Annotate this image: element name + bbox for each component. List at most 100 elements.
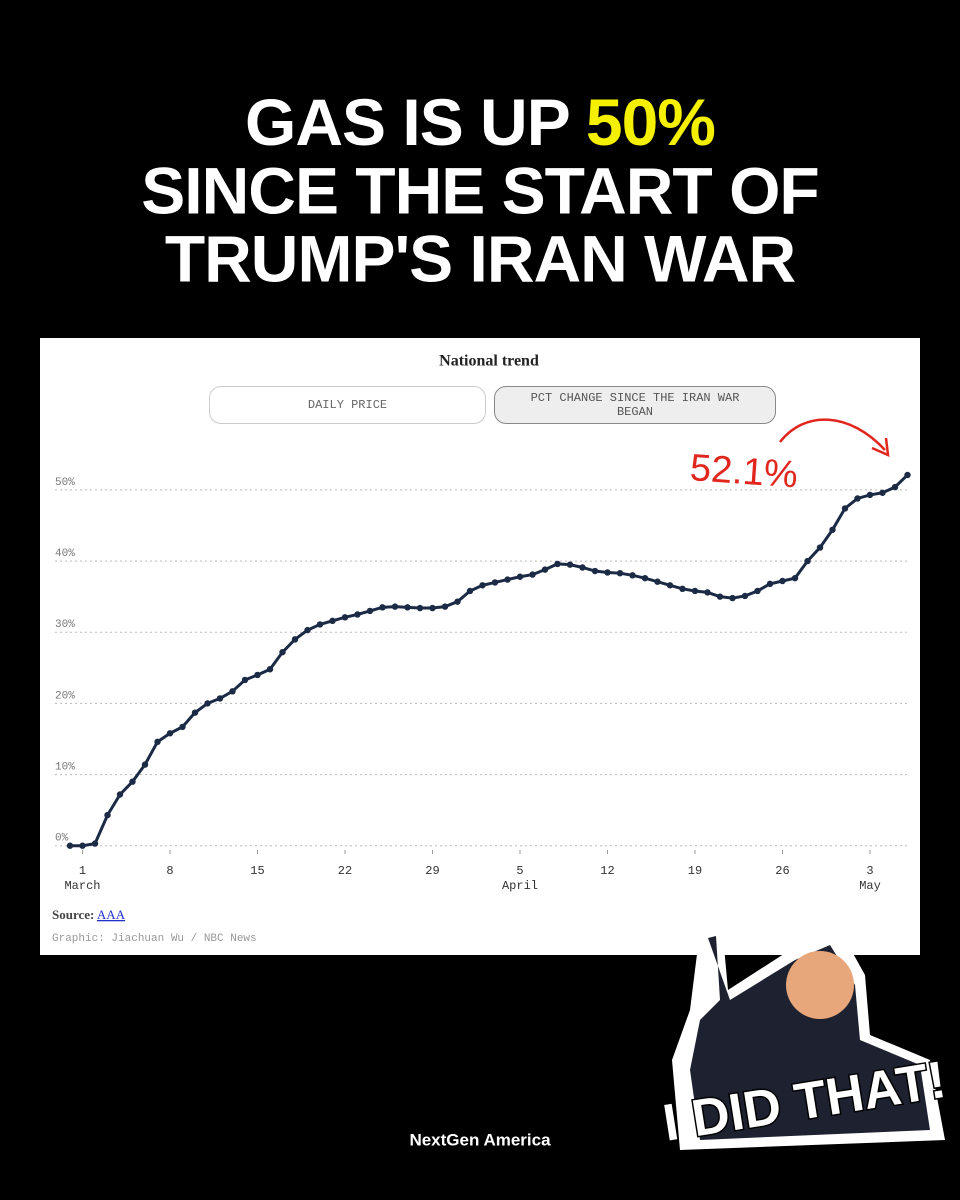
source-link[interactable]: AAA xyxy=(97,907,126,922)
headline: SINCE THE START OF xyxy=(141,153,818,227)
x-tick-label: 12 xyxy=(600,864,614,878)
point xyxy=(229,688,236,695)
x-tick-label: 15 xyxy=(250,864,264,878)
point xyxy=(904,471,911,479)
arrowhead xyxy=(871,437,890,458)
point xyxy=(366,607,374,615)
point xyxy=(679,585,686,593)
point xyxy=(329,617,336,625)
point xyxy=(479,582,486,589)
point xyxy=(79,842,86,849)
point xyxy=(341,614,349,621)
source: Source: AAA xyxy=(52,907,126,922)
point xyxy=(841,505,849,512)
credit: Graphic: Jiachuan Wu / NBC News xyxy=(52,933,257,945)
point xyxy=(454,598,461,605)
tab-button[interactable]: PCT CHANGE SINCE THE IRAN WAR BEGAN xyxy=(494,386,776,424)
point xyxy=(491,579,499,586)
point xyxy=(541,566,549,573)
point xyxy=(766,580,774,588)
y-tick-label: 50% xyxy=(55,477,75,489)
point xyxy=(816,544,824,551)
headline-part: GAS IS UP xyxy=(245,85,586,159)
sticker-face xyxy=(786,951,854,1019)
point xyxy=(254,671,261,679)
x-month-label: April xyxy=(502,879,538,893)
point xyxy=(204,700,211,707)
point xyxy=(879,489,886,496)
footer-brand: NextGen America xyxy=(409,1130,551,1149)
point xyxy=(741,592,749,600)
point xyxy=(516,573,524,580)
sticker: I DID THAT! xyxy=(658,925,951,1154)
y-tick-label: 40% xyxy=(55,548,75,560)
point xyxy=(116,791,124,798)
x-tick-label: 22 xyxy=(338,864,352,878)
point xyxy=(166,730,174,737)
sticker-figure xyxy=(690,936,930,1140)
headline-highlight: 50% xyxy=(586,85,715,159)
point xyxy=(416,604,424,612)
headline: TRUMP'S IRAN WAR xyxy=(165,221,796,295)
point xyxy=(704,589,711,596)
point xyxy=(354,611,361,618)
point xyxy=(66,842,74,849)
point xyxy=(316,621,324,628)
tab-button[interactable]: DAILY PRICE xyxy=(209,386,486,424)
point xyxy=(291,636,299,643)
point xyxy=(154,738,161,746)
point xyxy=(691,587,699,595)
point xyxy=(654,578,661,585)
point xyxy=(554,560,561,568)
point xyxy=(829,526,836,533)
point xyxy=(566,561,574,568)
point xyxy=(441,603,449,610)
point xyxy=(404,604,411,611)
y-tick-label: 0% xyxy=(55,833,69,845)
point xyxy=(629,572,636,579)
point xyxy=(579,564,586,571)
x-tick-label: 29 xyxy=(425,864,439,878)
x-tick-label: 8 xyxy=(166,864,173,878)
point xyxy=(216,695,224,702)
x-tick-label: 26 xyxy=(775,864,789,878)
y-tick-label: 10% xyxy=(55,761,75,773)
point xyxy=(429,604,436,612)
point xyxy=(854,495,861,502)
point xyxy=(891,483,899,491)
point xyxy=(379,604,386,611)
x-month-label: May xyxy=(859,879,881,893)
point xyxy=(141,761,149,768)
point xyxy=(104,811,111,819)
point xyxy=(504,576,511,583)
chart-title: National trend xyxy=(439,353,539,370)
point xyxy=(804,557,811,565)
headline: GAS IS UP 50% xyxy=(245,85,715,159)
point xyxy=(241,676,249,684)
point xyxy=(641,574,649,582)
point xyxy=(791,574,799,582)
point xyxy=(716,593,724,600)
x-tick-label: 1 xyxy=(79,864,86,878)
point xyxy=(529,571,536,578)
point xyxy=(391,603,399,610)
annotation: 52.1% xyxy=(689,447,799,496)
x-month-label: March xyxy=(64,879,100,893)
point xyxy=(754,587,761,595)
point xyxy=(279,648,286,656)
chart-panel xyxy=(40,338,920,955)
point xyxy=(304,626,311,634)
y-tick-label: 30% xyxy=(55,619,75,631)
point xyxy=(266,666,274,673)
arrow xyxy=(779,418,886,451)
x-tick-label: 19 xyxy=(688,864,702,878)
point xyxy=(466,587,474,595)
point xyxy=(866,491,874,499)
point xyxy=(666,582,674,589)
point xyxy=(91,840,99,847)
y-tick-label: 20% xyxy=(55,690,75,702)
point xyxy=(616,569,624,577)
point xyxy=(129,778,136,785)
